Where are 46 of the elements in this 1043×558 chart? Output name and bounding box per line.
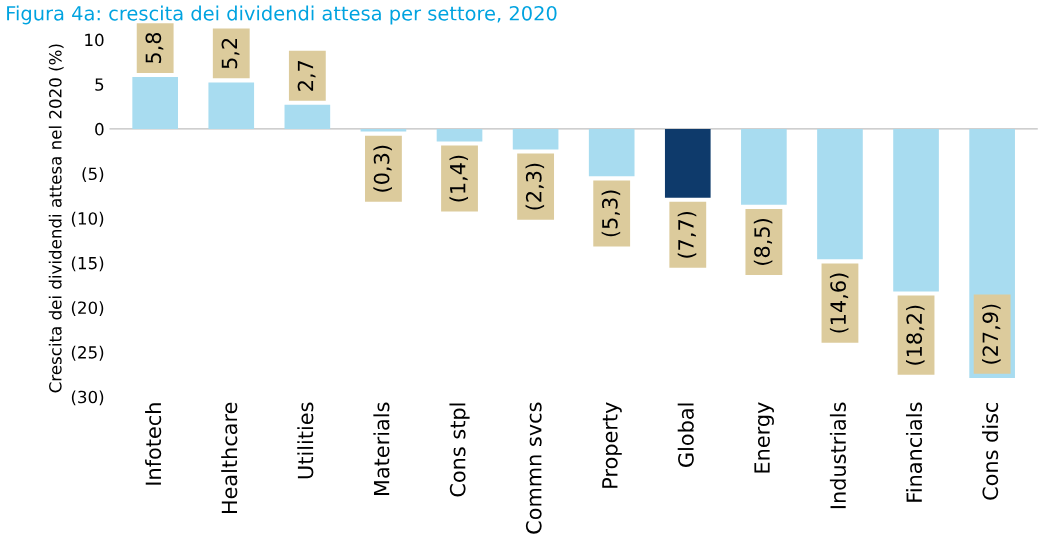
y-tick-label: (30) [71, 390, 104, 406]
y-axis-title: Crescita dei dividendi attesa nel 2020 (%) [48, 44, 64, 393]
y-tick-label: 0 [95, 122, 104, 136]
data-label: (27,9) [982, 304, 1001, 364]
y-tick-label: (10) [71, 211, 104, 227]
bar [208, 82, 255, 129]
data-label: 5,2 [221, 38, 240, 69]
data-label: 5,8 [145, 32, 164, 64]
data-label: (14,6) [829, 273, 849, 333]
y-tick-label: 5 [95, 78, 104, 91]
bar [512, 128, 559, 150]
bar [741, 128, 787, 205]
x-tick-label: Cons stpl [449, 403, 470, 497]
bar [436, 128, 483, 142]
y-tick-label: (25) [71, 345, 104, 361]
bar [588, 128, 635, 177]
y-tick-label: (15) [71, 256, 104, 272]
y-tick-label: 10 [85, 33, 104, 47]
data-label: (7,7) [677, 211, 697, 258]
data-label: (5,3) [601, 190, 621, 237]
bar [893, 128, 939, 292]
x-tick-label: Healthcare [221, 402, 238, 514]
data-label: 2,7 [297, 60, 316, 91]
x-tick-label: Utilities [297, 402, 314, 479]
chart-title: Figura 4a: crescita dei dividendi attesa per settore, 2020 [7, 5, 557, 25]
data-label: (18,2) [905, 305, 925, 365]
x-tick-label: Cons disc [982, 402, 999, 500]
bar [360, 128, 407, 132]
bar [132, 77, 178, 129]
x-tick-label: Property [602, 402, 622, 488]
bar [284, 104, 331, 129]
data-label: (8,5) [753, 219, 773, 265]
data-label: (2,3) [525, 163, 545, 210]
x-tick-label: Energy [754, 402, 774, 473]
y-tick-label: (20) [71, 301, 104, 316]
x-tick-label: Financials [905, 402, 923, 502]
x-tick-label: Infotech [145, 403, 162, 485]
x-tick-label: Global [677, 403, 694, 467]
y-tick-label: (5) [82, 167, 104, 183]
x-tick-label: Materials [373, 402, 390, 496]
bar [817, 128, 863, 260]
data-label: (1,4) [449, 155, 469, 202]
x-tick-label: Industrials [829, 402, 846, 509]
bar [664, 128, 711, 198]
x-tick-label: Commn svcs [525, 402, 542, 534]
data-label: (0,3) [373, 145, 392, 192]
